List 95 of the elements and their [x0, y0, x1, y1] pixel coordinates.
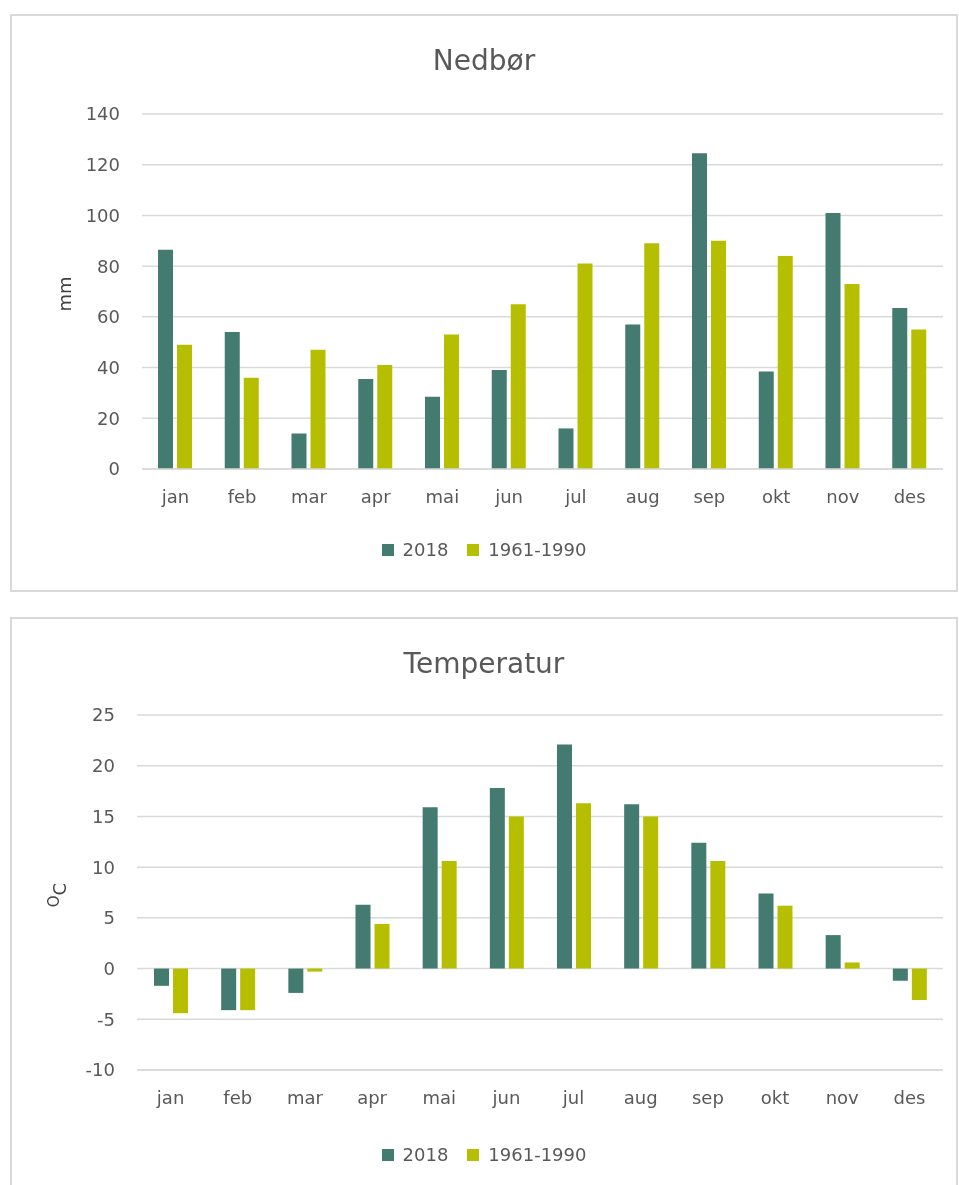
- y-tick-label: 140: [85, 103, 120, 125]
- x-tick-label: jun: [494, 485, 524, 507]
- x-tick-label: nov: [826, 485, 860, 507]
- y-tick-label: 25: [92, 704, 115, 726]
- bar: [892, 968, 908, 981]
- bar: [711, 240, 726, 469]
- bar: [358, 378, 374, 469]
- x-tick-label: apr: [357, 1086, 388, 1108]
- bar: [624, 804, 640, 969]
- x-tick-label: jul: [564, 485, 587, 507]
- bar: [310, 349, 326, 469]
- bar: [491, 370, 507, 469]
- bar: [154, 968, 169, 986]
- bar: [508, 816, 524, 969]
- bar: [777, 256, 793, 469]
- y-tick-label: -10: [85, 1059, 115, 1081]
- bar: [224, 332, 240, 469]
- bar: [422, 807, 438, 969]
- bar: [691, 842, 707, 969]
- x-tick-label: jan: [155, 1086, 185, 1108]
- y-tick-label: 20: [92, 755, 115, 777]
- bar: [374, 923, 390, 969]
- bar: [758, 893, 774, 969]
- x-tick-label: feb: [227, 485, 257, 507]
- x-tick-label: nov: [825, 1086, 860, 1108]
- legend-label: 2018: [402, 1143, 449, 1167]
- x-tick-label: aug: [623, 1086, 658, 1108]
- bar: [576, 803, 591, 969]
- y-tick-label: 40: [97, 356, 120, 378]
- x-tick-label: mai: [422, 1086, 457, 1108]
- bar: [844, 283, 860, 469]
- bar: [510, 304, 526, 469]
- chart-title: Nedbør: [431, 44, 537, 78]
- bar: [177, 344, 192, 469]
- x-tick-label: des: [893, 485, 926, 507]
- bar: [425, 396, 440, 469]
- x-tick-label: des: [893, 1086, 926, 1108]
- bar: [825, 935, 841, 969]
- y-tick-label: 120: [85, 154, 120, 176]
- y-tick-label: 0: [103, 957, 115, 979]
- bar: [558, 428, 574, 469]
- x-tick-label: sep: [691, 1086, 724, 1108]
- y-tick-label: 60: [97, 306, 120, 328]
- x-tick-label: mai: [425, 485, 460, 507]
- x-tick-label: okt: [760, 1086, 790, 1108]
- bar: [758, 371, 774, 469]
- legend-label: 1961-1990: [488, 1143, 587, 1167]
- y-tick-label: 20: [97, 407, 120, 429]
- bar: [777, 905, 793, 969]
- bar: [625, 324, 641, 469]
- y-tick-label: 15: [92, 805, 115, 827]
- bar: [307, 968, 323, 972]
- bar: [243, 377, 259, 469]
- bar: [158, 249, 173, 469]
- bar: [911, 968, 927, 1001]
- bar: [444, 334, 459, 469]
- x-tick-label: apr: [360, 485, 392, 507]
- y-tick-label: -5: [97, 1008, 115, 1030]
- bar: [288, 968, 304, 993]
- x-tick-label: sep: [693, 485, 726, 507]
- y-tick-label: 5: [103, 907, 115, 929]
- bar: [441, 861, 457, 969]
- x-tick-label: okt: [761, 485, 791, 507]
- bar: [240, 968, 256, 1011]
- bar: [291, 433, 307, 469]
- bar: [173, 968, 188, 1014]
- x-tick-label: jul: [561, 1086, 585, 1108]
- y-tick-label: 10: [92, 856, 115, 878]
- x-tick-label: aug: [625, 485, 660, 507]
- legend-label: 1961-1990: [488, 538, 587, 562]
- bar: [644, 243, 660, 469]
- y-tick-label: 80: [97, 255, 120, 277]
- y-axis-title: mm: [53, 275, 75, 312]
- legend-label: 2018: [402, 538, 449, 562]
- bar: [577, 263, 593, 469]
- x-tick-label: mar: [290, 485, 328, 507]
- bar: [844, 962, 860, 969]
- bar: [643, 816, 659, 969]
- y-tick-label: 100: [85, 204, 120, 226]
- x-tick-label: feb: [223, 1086, 253, 1108]
- bar: [377, 365, 393, 469]
- x-tick-label: jun: [491, 1086, 521, 1108]
- bar: [892, 307, 908, 469]
- chart-title: Temperatur: [402, 647, 566, 681]
- y-tick-label: 0: [108, 458, 120, 480]
- bar: [911, 329, 927, 469]
- bar: [710, 861, 726, 969]
- bar: [692, 153, 707, 469]
- bar: [489, 788, 505, 969]
- bar: [557, 744, 572, 969]
- bar: [221, 968, 237, 1011]
- x-tick-label: jan: [160, 485, 190, 507]
- x-tick-label: mar: [286, 1086, 324, 1108]
- bar: [355, 904, 371, 969]
- bar: [825, 212, 841, 469]
